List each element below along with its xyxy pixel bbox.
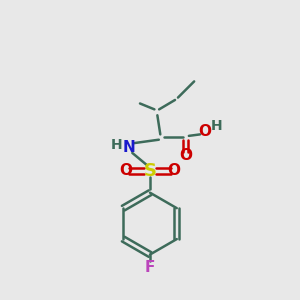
Text: F: F xyxy=(145,260,155,275)
Text: N: N xyxy=(122,140,135,155)
Text: H: H xyxy=(211,119,223,134)
Text: O: O xyxy=(119,163,132,178)
Text: O: O xyxy=(179,148,192,163)
Text: O: O xyxy=(198,124,211,139)
Text: O: O xyxy=(168,163,181,178)
Text: H: H xyxy=(111,138,122,152)
Text: S: S xyxy=(143,162,157,180)
